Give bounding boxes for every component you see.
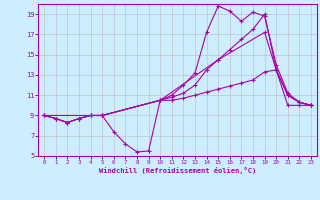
X-axis label: Windchill (Refroidissement éolien,°C): Windchill (Refroidissement éolien,°C) (99, 167, 256, 174)
